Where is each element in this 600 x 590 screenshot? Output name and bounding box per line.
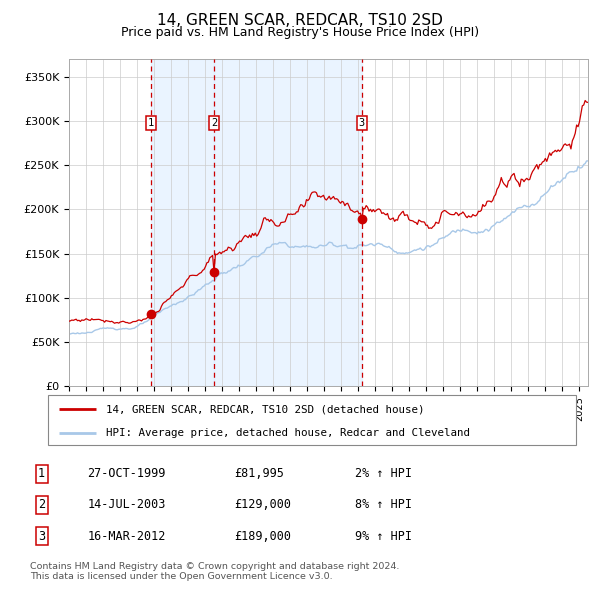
Text: HPI: Average price, detached house, Redcar and Cleveland: HPI: Average price, detached house, Redc… bbox=[106, 428, 470, 438]
Bar bbox=[151, 59, 214, 386]
Text: 3: 3 bbox=[359, 118, 365, 127]
Text: 14-JUL-2003: 14-JUL-2003 bbox=[88, 499, 166, 512]
Bar bbox=[214, 59, 362, 386]
Text: 2% ↑ HPI: 2% ↑ HPI bbox=[355, 467, 412, 480]
Text: 2: 2 bbox=[211, 118, 217, 127]
Text: Price paid vs. HM Land Registry's House Price Index (HPI): Price paid vs. HM Land Registry's House … bbox=[121, 26, 479, 39]
Text: 3: 3 bbox=[38, 530, 45, 543]
Text: 16-MAR-2012: 16-MAR-2012 bbox=[88, 530, 166, 543]
Text: 8% ↑ HPI: 8% ↑ HPI bbox=[355, 499, 412, 512]
FancyBboxPatch shape bbox=[48, 395, 576, 445]
Text: £81,995: £81,995 bbox=[234, 467, 284, 480]
Text: 9% ↑ HPI: 9% ↑ HPI bbox=[355, 530, 412, 543]
Text: 1: 1 bbox=[38, 467, 45, 480]
Text: 2: 2 bbox=[38, 499, 45, 512]
Text: Contains HM Land Registry data © Crown copyright and database right 2024.
This d: Contains HM Land Registry data © Crown c… bbox=[30, 562, 400, 581]
Text: £189,000: £189,000 bbox=[234, 530, 291, 543]
Text: 1: 1 bbox=[148, 118, 154, 127]
Text: 27-OCT-1999: 27-OCT-1999 bbox=[88, 467, 166, 480]
Text: £129,000: £129,000 bbox=[234, 499, 291, 512]
Text: 14, GREEN SCAR, REDCAR, TS10 2SD (detached house): 14, GREEN SCAR, REDCAR, TS10 2SD (detach… bbox=[106, 404, 425, 414]
Text: 14, GREEN SCAR, REDCAR, TS10 2SD: 14, GREEN SCAR, REDCAR, TS10 2SD bbox=[157, 13, 443, 28]
